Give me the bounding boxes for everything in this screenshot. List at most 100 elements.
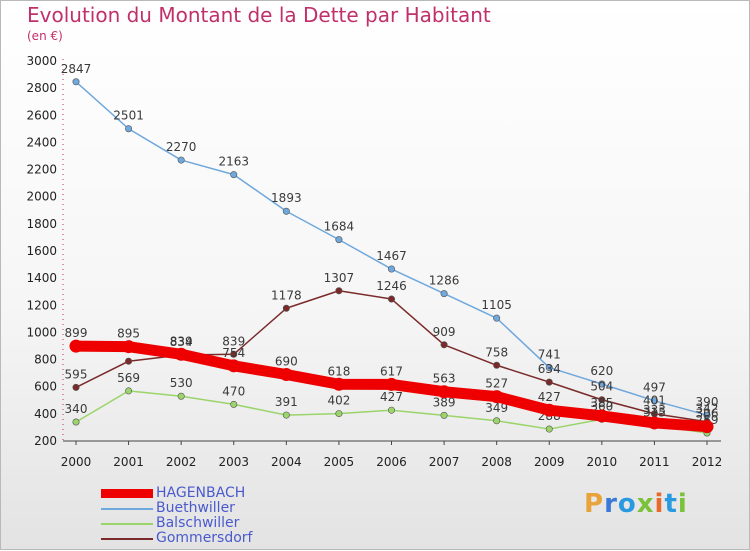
data-label-hagenbach: 563	[433, 372, 456, 386]
point-hagenbach	[700, 420, 714, 434]
point-hagenbach	[542, 403, 556, 417]
point-buethwiller	[282, 207, 290, 215]
y-tick-label: 400	[34, 407, 57, 421]
data-label-buethwiller: 390	[696, 395, 719, 409]
data-label-buethwiller: 497	[643, 381, 666, 395]
data-label-hagenbach: 618	[327, 364, 350, 378]
point-buethwiller	[598, 380, 606, 388]
data-label-hagenbach: 617	[380, 364, 403, 378]
data-label-buethwiller: 1467	[376, 249, 407, 263]
x-tick-label: 2000	[61, 455, 92, 469]
data-label-buethwiller: 1105	[481, 298, 512, 312]
point-buethwiller	[177, 156, 185, 164]
x-tick-label: 2007	[429, 455, 460, 469]
data-label-balschwiller: 470	[222, 384, 245, 398]
data-label-gommersdorf: 342	[696, 402, 719, 416]
point-hagenbach	[647, 416, 661, 430]
x-tick-label: 2010	[587, 455, 618, 469]
y-tick-label: 1600	[26, 244, 57, 258]
point-gommersdorf	[598, 396, 606, 404]
data-label-balschwiller: 530	[170, 376, 193, 390]
data-label-gommersdorf: 595	[65, 367, 88, 381]
data-label-gommersdorf: 1246	[376, 279, 407, 293]
y-tick-label: 2000	[26, 190, 57, 204]
point-balschwiller	[387, 406, 395, 414]
point-balschwiller	[282, 411, 290, 419]
legend-swatch	[101, 537, 153, 540]
data-label-gommersdorf: 1307	[324, 271, 355, 285]
point-hagenbach	[227, 359, 241, 373]
point-hagenbach	[69, 339, 83, 353]
point-hagenbach	[490, 390, 504, 404]
point-gommersdorf	[387, 295, 395, 303]
data-label-gommersdorf: 634	[538, 362, 561, 376]
data-label-hagenbach: 385	[590, 396, 613, 410]
data-label-hagenbach: 527	[485, 377, 508, 391]
data-label-balschwiller: 349	[485, 401, 508, 415]
x-tick-label: 2001	[113, 455, 144, 469]
data-label-buethwiller: 2847	[61, 62, 92, 76]
data-label-gommersdorf: 401	[643, 394, 666, 408]
x-tick-label: 2004	[271, 455, 302, 469]
data-label-balschwiller: 391	[275, 395, 298, 409]
point-gommersdorf	[493, 361, 501, 369]
x-tick-label: 2011	[639, 455, 670, 469]
point-buethwiller	[440, 290, 448, 298]
point-gommersdorf	[440, 341, 448, 349]
y-tick-label: 1800	[26, 217, 57, 231]
point-balschwiller	[72, 418, 80, 426]
data-label-hagenbach: 895	[117, 327, 140, 341]
point-gommersdorf	[335, 287, 343, 295]
y-tick-label: 2200	[26, 163, 57, 177]
y-tick-label: 2800	[26, 81, 57, 95]
point-buethwiller	[387, 265, 395, 273]
point-balschwiller	[545, 425, 553, 433]
data-label-buethwiller: 1893	[271, 191, 302, 205]
y-tick-label: 2400	[26, 135, 57, 149]
y-tick-label: 800	[34, 353, 57, 367]
legend-label: Balschwiller	[156, 515, 240, 531]
data-label-hagenbach: 306	[696, 407, 719, 421]
proxiti-logo: Proxiti	[584, 489, 688, 519]
data-label-gommersdorf: 1178	[271, 288, 302, 302]
data-label-buethwiller: 620	[590, 364, 613, 378]
point-hagenbach	[279, 368, 293, 381]
data-label-buethwiller: 2163	[218, 155, 249, 169]
legend-label: Buethwiller	[156, 500, 235, 516]
x-tick-label: 2006	[376, 455, 407, 469]
y-tick-label: 1400	[26, 271, 57, 285]
point-gommersdorf	[72, 383, 80, 391]
chart-subtitle: (en €)	[27, 29, 63, 43]
data-label-gommersdorf: 839	[222, 334, 245, 348]
point-buethwiller	[125, 125, 133, 133]
x-tick-label: 2002	[166, 455, 197, 469]
data-label-hagenbach: 754	[222, 346, 245, 360]
point-gommersdorf	[125, 357, 133, 365]
point-hagenbach	[437, 385, 451, 399]
data-label-hagenbach: 427	[538, 390, 561, 404]
data-label-gommersdorf: 504	[590, 380, 613, 394]
point-gommersdorf	[230, 350, 238, 358]
point-balschwiller	[125, 387, 133, 395]
data-label-hagenbach: 839	[170, 334, 193, 348]
y-tick-label: 600	[34, 380, 57, 394]
data-label-buethwiller: 1684	[324, 220, 355, 234]
point-buethwiller	[493, 314, 501, 322]
data-label-balschwiller: 389	[433, 395, 456, 409]
data-label-buethwiller: 2501	[113, 109, 144, 123]
data-label-gommersdorf: 909	[433, 325, 456, 339]
legend-item-buethwiller: Buethwiller	[101, 501, 253, 516]
legend-item-hagenbach: HAGENBACH	[101, 486, 253, 501]
point-balschwiller	[177, 392, 185, 400]
x-tick-label: 2003	[218, 455, 249, 469]
y-tick-label: 1200	[26, 298, 57, 312]
y-tick-label: 1000	[26, 325, 57, 339]
data-label-buethwiller: 2270	[166, 140, 197, 154]
legend-swatch	[101, 489, 153, 498]
y-tick-label: 200	[34, 434, 57, 448]
data-label-balschwiller: 427	[380, 390, 403, 404]
point-balschwiller	[493, 417, 501, 425]
legend-swatch	[101, 507, 153, 510]
point-hagenbach	[122, 340, 136, 354]
